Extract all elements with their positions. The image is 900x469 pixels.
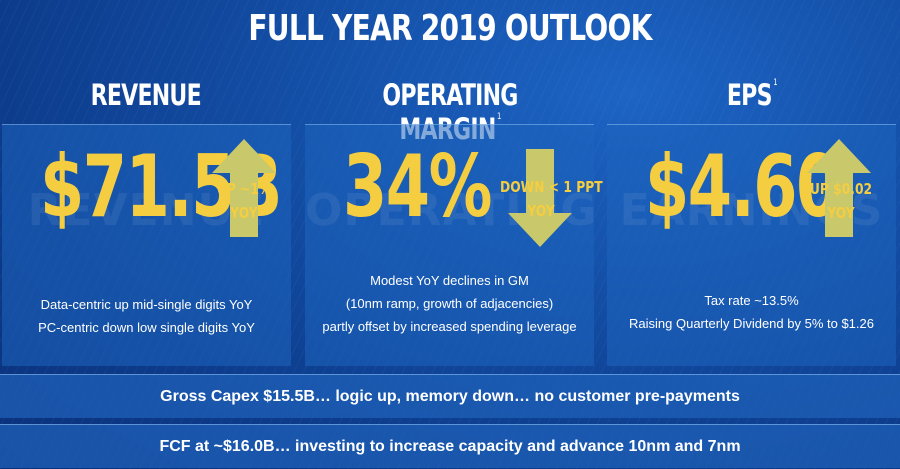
- down-arrow-icon: [508, 149, 572, 247]
- operating-margin-panel: OPERATING 34% DOWN < 1 PPT YOY Modest Yo…: [305, 124, 603, 366]
- eps-note-line: Tax rate ~13.5%: [704, 293, 799, 308]
- revenue-panel: REVENUE $71.5B UP ~1% YOY Data-centric u…: [2, 124, 291, 366]
- eps-value: $4.60: [645, 137, 840, 237]
- revenue-ghost-text: REVENUE: [27, 185, 266, 236]
- fcf-bar: FCF at ~$16.0B… investing to increase ca…: [0, 424, 900, 468]
- operating-margin-note-line: Modest YoY declines in GM: [370, 273, 529, 288]
- heading-eps: EPS 1: [727, 78, 778, 112]
- operating-margin-note-line: partly offset by increased spending leve…: [322, 319, 577, 334]
- revenue-notes: Data-centric up mid-single digits YoY PC…: [2, 293, 291, 339]
- operating-margin-notes: Modest YoY declines in GM (10nm ramp, gr…: [305, 269, 594, 338]
- revenue-note-line: PC-centric down low single digits YoY: [38, 320, 255, 335]
- eps-panel: EARNINGS $4.60 UP $0.02 YOY Tax rate ~13…: [607, 124, 896, 366]
- operating-margin-note-line: (10nm ramp, growth of adjacencies): [345, 296, 554, 311]
- capex-bar: Gross Capex $15.5B… logic up, memory dow…: [0, 374, 900, 418]
- slide-title: FULL YEAR 2019 OUTLOOK: [248, 8, 652, 49]
- revenue-change: UP ~1% YOY: [216, 180, 272, 222]
- up-arrow-icon: [212, 139, 276, 237]
- revenue-note-line: Data-centric up mid-single digits YoY: [40, 297, 253, 312]
- eps-note-line: Raising Quarterly Dividend by 5% to $1.2…: [629, 316, 874, 331]
- heading-revenue: REVENUE: [91, 78, 202, 112]
- up-arrow-icon: [807, 139, 871, 237]
- operating-margin-change: DOWN < 1 PPT YOY: [500, 178, 603, 220]
- operating-margin-value: 34%: [343, 137, 492, 237]
- eps-change: UP $0.02 YOY: [809, 180, 873, 222]
- eps-notes: Tax rate ~13.5% Raising Quarterly Divide…: [607, 289, 896, 335]
